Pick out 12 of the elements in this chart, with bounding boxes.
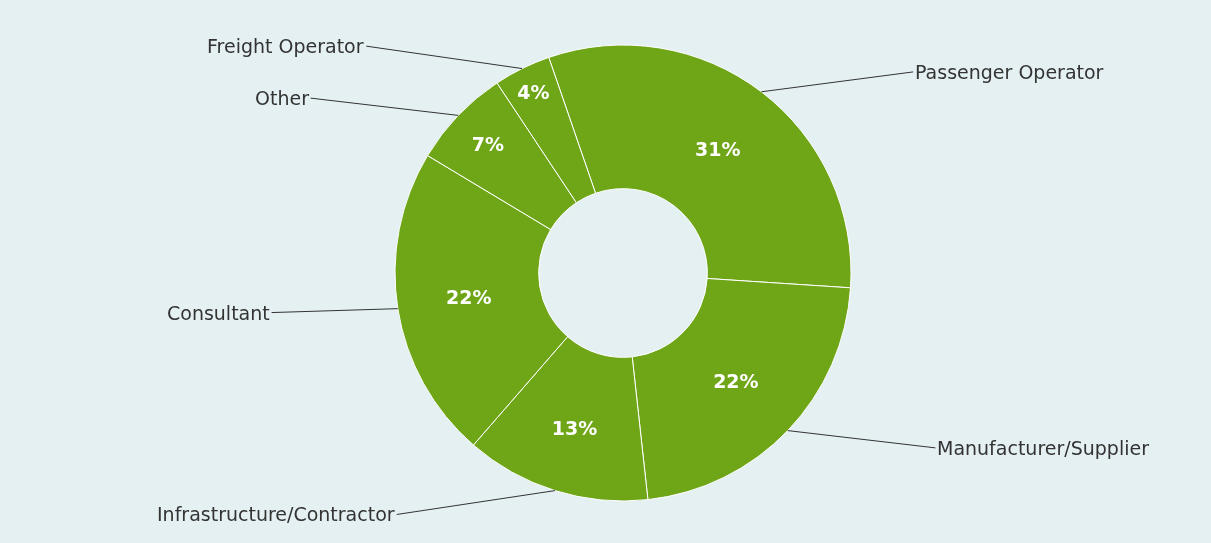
slice-label: Consultant: [167, 302, 270, 324]
slice-label: Other: [255, 87, 310, 109]
data-label: 22%: [713, 369, 759, 392]
data-label: 7%: [471, 132, 505, 155]
data-label: 22%: [446, 286, 492, 309]
slice-label: Manufacturer/Supplier: [937, 437, 1150, 459]
data-label: 31%: [695, 137, 741, 160]
slice-label: Infrastructure/Contractor: [157, 503, 395, 525]
data-label: 4%: [517, 80, 550, 103]
data-label: 13%: [551, 417, 598, 440]
slice-label: Freight Operator: [207, 35, 364, 57]
slice-label: Passenger Operator: [915, 61, 1104, 83]
